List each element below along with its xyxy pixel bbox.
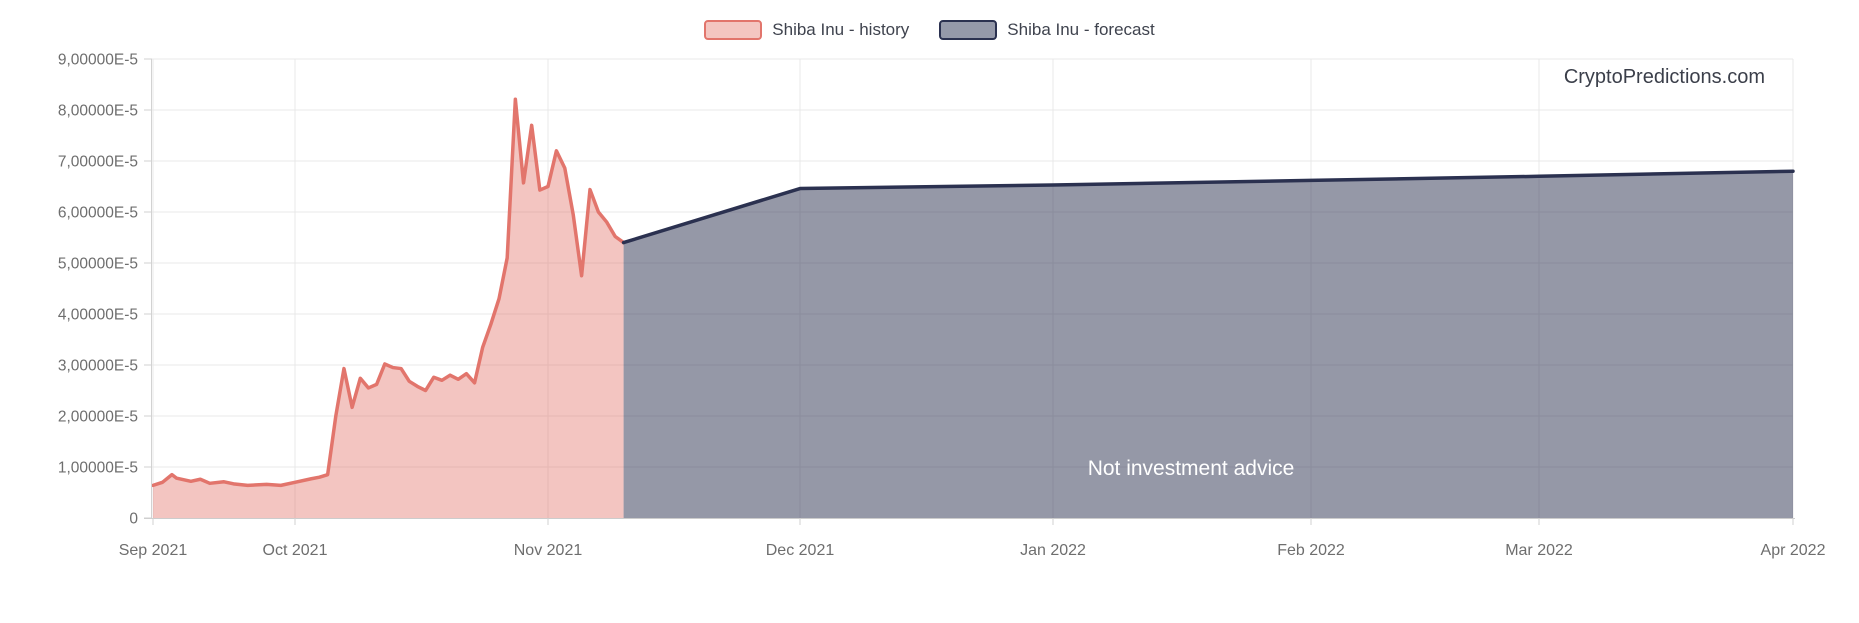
history-series — [151, 97, 626, 518]
y-axis-labels: 0 1,00000E-5 2,00000E-5 3,00000E-5 4,00000E-… — [58, 52, 139, 528]
svg-text:Jan 2022: Jan 2022 — [1020, 542, 1086, 559]
svg-text:Dec 2021: Dec 2021 — [766, 542, 835, 559]
svg-text:5,00000E-5: 5,00000E-5 — [58, 256, 138, 273]
history-swatch-icon — [704, 20, 763, 40]
svg-text:6,00000E-5: 6,00000E-5 — [58, 205, 138, 222]
svg-text:4,00000E-5: 4,00000E-5 — [58, 307, 138, 324]
svg-text:2,00000E-5: 2,00000E-5 — [58, 409, 138, 426]
svg-text:Feb 2022: Feb 2022 — [1277, 542, 1345, 559]
legend-label-history: Shiba Inu - history — [772, 20, 910, 39]
svg-text:3,00000E-5: 3,00000E-5 — [58, 358, 138, 375]
svg-text:1,00000E-5: 1,00000E-5 — [58, 460, 138, 477]
legend-label-forecast: Shiba Inu - forecast — [1007, 20, 1155, 39]
axes — [144, 58, 1795, 525]
svg-text:Mar 2022: Mar 2022 — [1505, 542, 1573, 559]
x-axis-labels: Sep 2021 Oct 2021 Nov 2021 Dec 2021 Jan 2022… — [119, 542, 1826, 559]
legend-item-history[interactable]: Shiba Inu - history — [704, 20, 909, 40]
chart-legend: Shiba Inu - history Shiba Inu - forecast — [0, 20, 1859, 40]
svg-text:Sep 2021: Sep 2021 — [119, 542, 188, 559]
svg-text:9,00000E-5: 9,00000E-5 — [58, 52, 138, 69]
svg-text:Apr 2022: Apr 2022 — [1761, 542, 1826, 559]
disclaimer-text: Not investment advice — [1087, 457, 1295, 480]
svg-text:0: 0 — [129, 511, 138, 528]
svg-text:8,00000E-5: 8,00000E-5 — [58, 103, 138, 120]
forecast-swatch-icon — [939, 20, 998, 40]
legend-item-forecast[interactable]: Shiba Inu - forecast — [939, 20, 1155, 40]
watermark-text: CryptoPredictions.com — [1563, 66, 1765, 88]
svg-text:Nov 2021: Nov 2021 — [514, 542, 583, 559]
svg-text:7,00000E-5: 7,00000E-5 — [58, 154, 138, 171]
forecast-series — [621, 169, 1795, 518]
svg-text:Oct 2021: Oct 2021 — [263, 542, 328, 559]
